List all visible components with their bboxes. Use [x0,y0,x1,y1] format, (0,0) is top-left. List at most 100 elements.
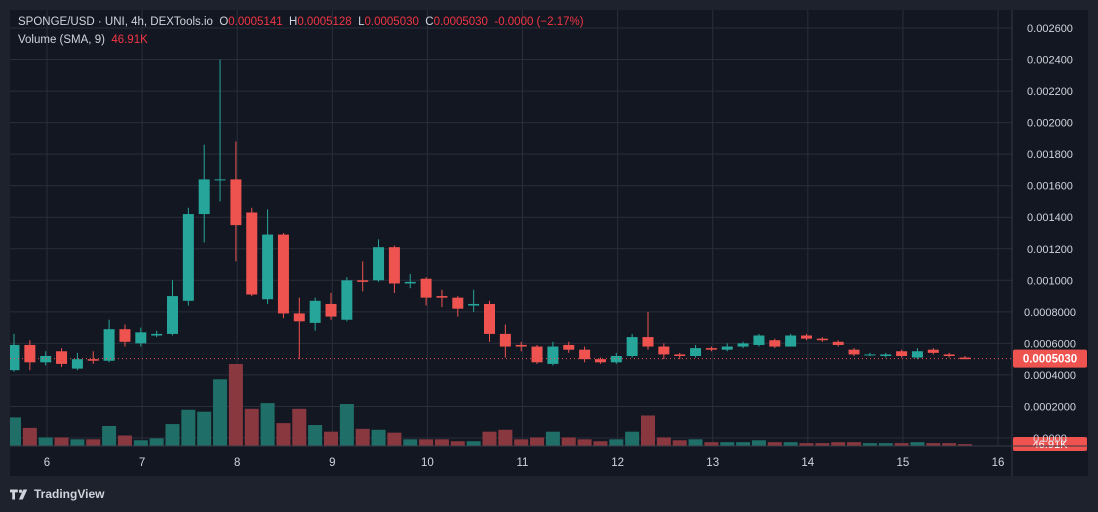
volume-bar [498,429,513,446]
y-tick-label: 0.001000 [1027,275,1073,287]
x-tick-label: 8 [234,457,240,469]
candle-body [547,346,559,364]
change-value: -0.0000 (−2.17%) [494,16,584,28]
y-tick-label: 0.001600 [1027,181,1073,193]
volume-bar [70,439,85,446]
chart-frame[interactable]: 0.0005030 46.91K 0.002600 0.002400 0.002200… [10,10,1088,476]
candle-body [357,280,369,282]
candle-body [959,357,971,360]
x-tick-label: 12 [611,457,624,469]
volume-bar [704,442,719,446]
y-tick-label: 0.002400 [1027,55,1073,67]
candle-body [420,278,432,298]
volume-bar [260,403,275,446]
candle-body [452,297,464,309]
volume-bar [466,441,481,446]
close-value: 0.0005030 [433,16,488,28]
candle-body [690,348,702,356]
ohlc-legend: SPONGE/USD · UNI, 4h, DEXTools.io O0.000… [18,16,584,28]
tradingview-brand: TradingView [34,487,105,501]
volume-bar [831,442,846,446]
volume-bar [244,408,259,446]
x-tick-label: 11 [517,457,529,469]
volume-bar [878,443,893,446]
candle-body [293,313,305,322]
overlay-layer: 0.0005030 46.91K [10,349,1087,451]
volume-bar [324,431,338,446]
candle-body [484,303,495,334]
y-tick-label: 0.0008000 [1024,307,1076,319]
candle-body [864,354,876,356]
candle-body [56,351,68,364]
candle-body [10,344,20,371]
last-price-label: 0.0005030 [1023,354,1077,366]
candle-body [40,356,52,363]
volume-bar [276,423,291,446]
tradingview-logo-icon [10,489,28,500]
volume-layer [10,364,972,446]
open-value: 0.0005141 [228,16,283,28]
candle-body [214,179,226,181]
candle-body [769,340,781,347]
x-tick-label: 13 [706,457,719,469]
volume-bar [133,440,148,446]
volume-bar [38,437,53,446]
candle-body [880,354,892,356]
y-tick-label: 0.001800 [1027,149,1073,161]
symbol-label: SPONGE/USD · UNI, 4h, DEXTools.io [18,16,213,28]
candle-body [325,303,337,317]
candle-body [674,354,686,356]
candle-body [515,344,527,347]
volume-bar [910,442,925,446]
candle-body [198,179,210,215]
candle-body [626,337,638,356]
candle-body [610,356,622,363]
volume-bar [799,443,814,446]
y-tick-label: 0.0002000 [1024,401,1076,413]
candle-body [167,296,178,334]
candle-body [103,329,115,361]
low-value: 0.0005030 [364,16,419,28]
candle-body [594,359,606,363]
candle-body [373,247,385,281]
candle-body [753,335,765,345]
axis-layer: 0.002600 0.002400 0.002200 0.002000 0.001800… [10,10,1088,476]
candle-body [230,179,242,226]
volume-bar [783,442,798,446]
volume-bar [688,439,703,446]
volume-bar [165,424,180,446]
y-tick-label: 0.0006000 [1024,338,1076,350]
candlestick-chart[interactable]: 0.0005030 46.91K 0.002600 0.002400 0.002200… [10,10,1088,476]
candle-body [119,329,131,342]
volume-bar [339,404,354,446]
x-tick-label: 15 [897,457,910,469]
close-label: C [425,16,434,28]
volume-bar [117,435,132,446]
candle-body [911,351,923,358]
candle-body [642,337,654,347]
candle-body [388,247,400,284]
tradingview-footer[interactable]: TradingView [10,487,104,501]
volume-bar [308,425,323,446]
candle-body [24,344,36,363]
volume-legend: Volume (SMA, 9) 46.91K [18,34,148,46]
candle-body [848,349,860,355]
volume-bar [862,443,877,446]
candle-body [927,349,939,353]
candle-body [87,359,99,361]
x-tick-label: 10 [421,457,434,469]
volume-bar [577,439,592,446]
volume-bar [213,379,228,446]
last-volume-label: 46.91K [1033,439,1069,451]
candle-body [801,335,812,339]
volume-bar [672,440,687,446]
candle-body [277,234,289,314]
volume-bar [181,409,196,446]
volume-bar [387,432,402,446]
volume-bar [434,439,449,446]
volume-bar [942,443,957,446]
volume-bar [86,439,101,446]
x-tick-label: 7 [139,457,145,469]
y-tick-label: 0.002000 [1027,118,1073,130]
volume-bar [292,408,307,446]
